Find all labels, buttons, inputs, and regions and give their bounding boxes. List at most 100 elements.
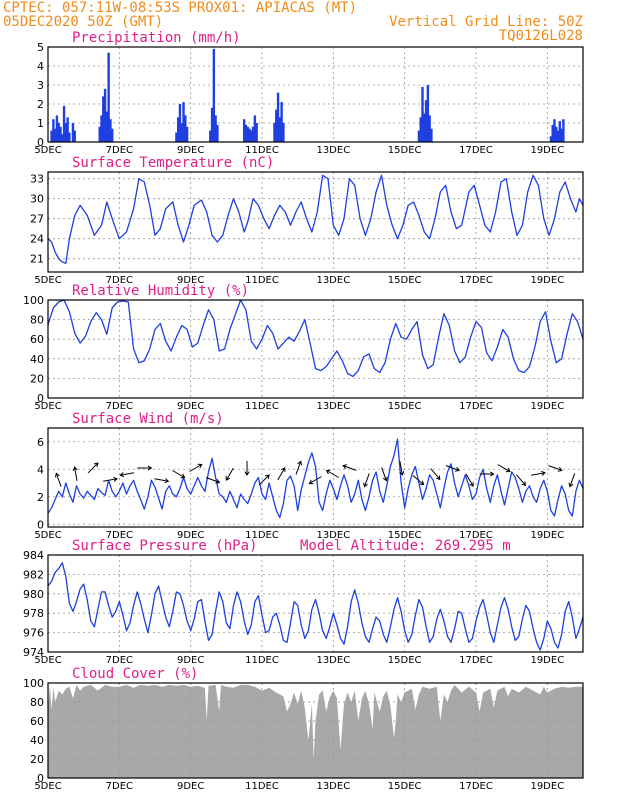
wind-y-tick-label: 2 (37, 491, 44, 504)
precip-bar (242, 119, 246, 142)
precip-bar (273, 123, 276, 142)
wind-arrow-shaft (412, 475, 424, 485)
precip-bar (556, 130, 560, 142)
cloud-cover-x-tick-label: 9DEC (177, 781, 204, 792)
humidity-x-tick-label: 5DEC (34, 401, 61, 412)
cloud-cover-y-tick-label: 40 (30, 734, 44, 747)
precip-bar (59, 126, 62, 142)
wind-arrow-shaft (258, 474, 270, 486)
cloud-cover-y-tick-label: 60 (30, 715, 44, 728)
precipitation-title: Precipitation (mm/h) (72, 30, 241, 46)
wind-arrow (154, 478, 170, 484)
pressure-x-tick-label: 11DEC (245, 655, 279, 666)
wind-arrow (325, 469, 339, 478)
humidity-y-tick-label: 80 (30, 314, 44, 327)
wind-arrow-head (244, 471, 250, 476)
precip-bar (66, 117, 69, 142)
precipitation-y-tick-label: 5 (37, 41, 44, 54)
cloud-cover-y-tick-label: 0 (37, 772, 44, 785)
temperature-y-tick-label: 24 (30, 233, 44, 246)
precip-bar (109, 119, 112, 142)
wind-arrow (295, 460, 303, 475)
wind-arrow-head (469, 482, 474, 487)
wind-arrow-shaft (74, 467, 78, 481)
wind-x-tick-label: 19DEC (530, 530, 564, 541)
temperature-y-tick-label: 27 (30, 213, 44, 226)
cloud-cover-y-tick-label: 100 (23, 677, 44, 690)
wind-arrow-head (557, 466, 563, 472)
wind-x-tick-label: 17DEC (459, 530, 493, 541)
precipitation-x-tick-label: 17DEC (459, 145, 493, 156)
wind-arrow-head (54, 472, 60, 478)
wind-arrow-head (521, 481, 526, 487)
temperature-line (47, 174, 584, 264)
precipitation-x-tick-label: 19DEC (530, 145, 564, 156)
precip-bar (253, 115, 257, 142)
wind-arrow (277, 467, 286, 481)
wind-arrow (531, 470, 546, 476)
wind-arrow-shaft (277, 467, 286, 481)
temperature-x-tick-label: 17DEC (459, 275, 493, 286)
wind-arrow (497, 464, 511, 473)
wind-arrow-shaft (189, 464, 202, 472)
pressure-frame (47, 554, 584, 653)
wind-arrow (172, 470, 186, 479)
wind-arrow (445, 465, 460, 472)
wind-arrow-shaft (516, 474, 526, 486)
temperature-x-tick-label: 13DEC (316, 275, 350, 286)
humidity-x-tick-label: 11DEC (245, 401, 279, 412)
precip-bar (64, 123, 68, 142)
header-model-code: TQ0126L028 (499, 28, 583, 44)
wind-arrow-head (541, 470, 546, 476)
wind-arrow-shaft (309, 476, 322, 484)
temperature-x-tick-label: 7DEC (106, 275, 133, 286)
precip-bar (246, 126, 249, 142)
wind-arrow-head (505, 467, 511, 473)
wind-x-tick-label: 7DEC (106, 530, 133, 541)
wind-arrow-head (342, 464, 348, 470)
precip-bar (551, 124, 554, 142)
precip-bar (53, 128, 57, 142)
wind-arrow-head (119, 472, 125, 478)
cloud-cover-x-tick-label: 11DEC (245, 781, 279, 792)
pressure-x-tick-label: 13DEC (316, 655, 350, 666)
precipitation-x-tick-label: 13DEC (316, 145, 350, 156)
precip-bar (430, 128, 433, 142)
precip-bar (251, 126, 255, 142)
precip-bar (250, 130, 253, 142)
wind-arrow-shaft (569, 473, 576, 487)
humidity-y-tick-label: 0 (37, 392, 44, 405)
pressure-y-tick-label: 974 (23, 646, 44, 659)
cloud-cover-x-tick-label: 19DEC (530, 781, 564, 792)
wind-arrow-head (180, 473, 186, 479)
wind-arrow (189, 463, 203, 472)
precipitation-y-tick-label: 2 (37, 98, 44, 111)
wind-arrow (258, 474, 270, 486)
cloud-cover-frame (47, 682, 584, 779)
pressure-panel: Surface Pressure (hPa) Model Altitude: 26… (23, 538, 584, 666)
precip-bar (105, 111, 109, 142)
wind-arrow-head (308, 479, 314, 485)
wind-arrow (103, 476, 118, 482)
precip-bar (61, 134, 64, 142)
humidity-x-tick-label: 17DEC (459, 401, 493, 412)
wind-arrow-shaft (120, 472, 135, 476)
precip-bar (62, 105, 66, 142)
wind-arrow-head (280, 467, 286, 472)
precip-bar (248, 128, 251, 142)
humidity-line (47, 299, 584, 378)
wind-y-tick-label: 4 (37, 463, 44, 476)
header-grid-note: Vertical Grid Line: 50Z (389, 14, 583, 30)
pressure-y-tick-label: 976 (23, 627, 44, 640)
precipitation-x-tick-label: 11DEC (245, 145, 279, 156)
precip-bar (560, 128, 563, 142)
pressure-annotation: Model Altitude: 269.295 m (300, 538, 511, 554)
wind-arrow (342, 464, 357, 471)
pressure-y-tick-label: 978 (23, 607, 44, 620)
temperature-x-tick-label: 5DEC (34, 275, 61, 286)
humidity-frame (47, 299, 584, 399)
temperature-title: Surface Temperature (nC) (72, 155, 274, 171)
temperature-x-tick-label: 19DEC (530, 275, 564, 286)
wind-x-tick-label: 9DEC (177, 530, 204, 541)
wind-arrow-shaft (430, 468, 441, 480)
